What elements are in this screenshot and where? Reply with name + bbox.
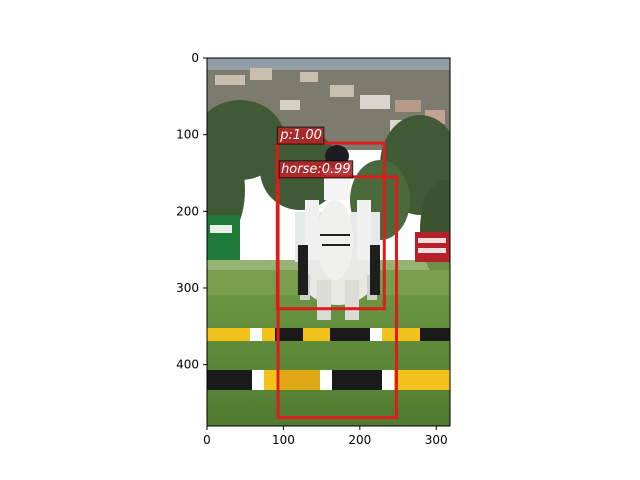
detection-overlay: p:1.00 horse:0.99 [275,126,399,420]
y-tick-label: 300 [176,281,199,295]
photo-jump-rails [207,328,450,390]
x-tick-label: 0 [203,433,211,447]
x-axis-ticks: 0 100 200 300 [203,426,448,447]
y-tick-label: 0 [191,51,199,65]
photo-red-sign [415,232,450,262]
y-tick-label: 400 [176,358,199,372]
detection-label: p:1.00 [279,128,322,143]
axes-frame [206,57,451,427]
y-axis-ticks: 0 100 200 300 400 [176,51,207,372]
detection-label: horse:0.99 [281,162,351,177]
x-tick-label: 300 [425,433,448,447]
detection-label-bg [278,160,354,179]
detection-label-bg [276,126,325,145]
photo [207,58,450,426]
y-tick-label: 100 [176,128,199,142]
y-tick-label: 200 [176,204,199,218]
x-tick-label: 200 [348,433,371,447]
x-tick-label: 100 [272,433,295,447]
photo-green-sign [207,215,240,260]
